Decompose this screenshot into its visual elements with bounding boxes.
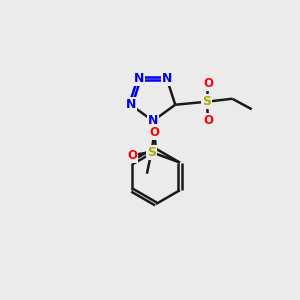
Text: O: O [127,148,137,162]
Text: N: N [148,114,158,128]
Text: S: S [202,95,211,108]
Text: N: N [126,98,136,111]
Text: O: O [149,126,159,139]
Text: O: O [203,114,213,127]
Text: O: O [203,76,213,90]
Text: N: N [134,72,144,85]
Text: S: S [147,146,156,159]
Text: N: N [162,72,172,85]
